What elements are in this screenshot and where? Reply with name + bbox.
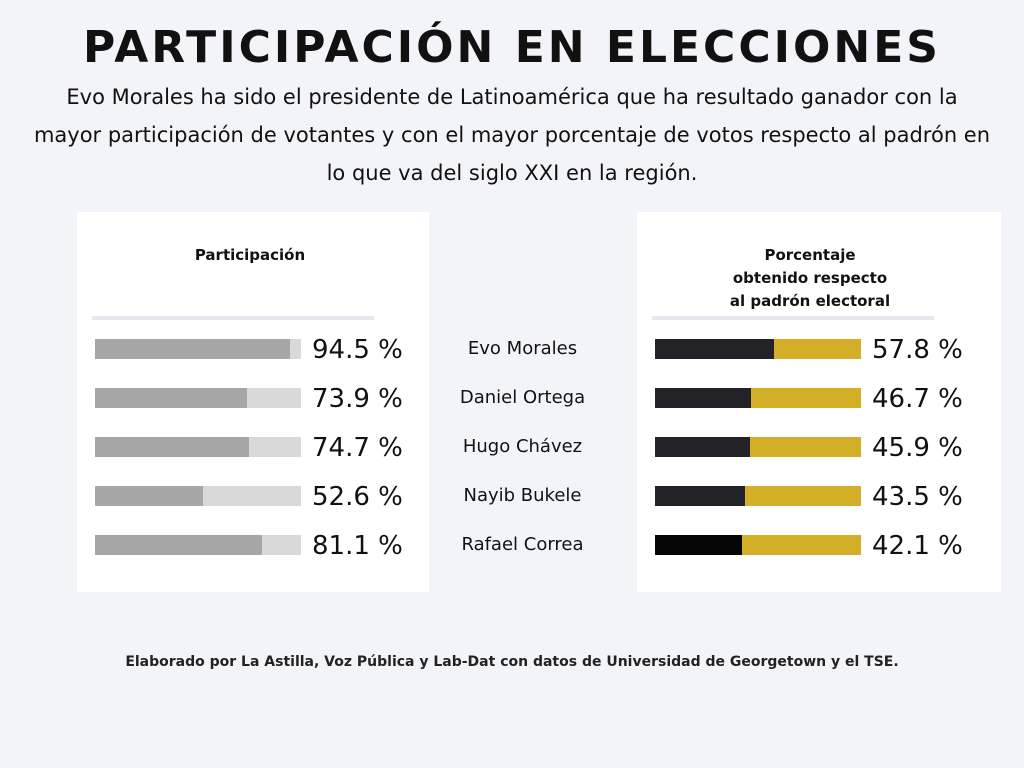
participation-value-label: 94.5 % — [312, 335, 403, 365]
participation-value-label: 74.7 % — [312, 433, 403, 463]
padron-bar-track — [655, 339, 861, 359]
candidate-label: Daniel Ortega — [459, 387, 586, 408]
participation-value-label: 52.6 % — [312, 482, 403, 512]
participation-bar — [95, 339, 290, 359]
participation-value-label: 81.1 % — [312, 531, 403, 561]
padron-value-label: 42.1 % — [872, 531, 963, 561]
candidate-label: Hugo Chávez — [462, 436, 583, 457]
padron-bar — [655, 486, 745, 506]
participation-bar-track — [95, 388, 301, 408]
padron-bar — [655, 535, 742, 555]
padron-bar-track — [655, 388, 861, 408]
padron-bar-track — [655, 535, 861, 555]
participation-bar-track — [95, 486, 301, 506]
participation-bar — [95, 486, 204, 506]
padron-title: Porcentaje obtenido respecto al padrón e… — [729, 246, 891, 310]
divider — [92, 316, 374, 320]
participation-panel: Participación 94.5 % 73.9 % 74.7 % 52.6 % 81… — [77, 212, 429, 592]
candidate-label: Evo Morales — [467, 338, 578, 359]
padron-bar — [655, 339, 775, 359]
participation-bar — [95, 437, 249, 457]
participation-bar — [95, 535, 263, 555]
participation-bar-track — [95, 437, 301, 457]
participation-bar — [95, 388, 248, 408]
candidate-label: Rafael Correa — [461, 534, 584, 555]
page-title: PARTICIPACIÓN EN ELECCIONES — [83, 22, 941, 73]
padron-bar-track — [655, 486, 861, 506]
padron-bar — [655, 437, 750, 457]
padron-value-label: 46.7 % — [872, 384, 963, 414]
subtitle: Evo Morales ha sido el presidente de Lat… — [33, 85, 991, 185]
padron-bar — [655, 388, 752, 408]
divider — [652, 316, 934, 320]
padron-bar-track — [655, 437, 861, 457]
padron-panel: Porcentaje obtenido respecto al padrón e… — [637, 212, 1001, 592]
participation-bar-track — [95, 339, 301, 359]
participation-title: Participación — [194, 246, 306, 264]
participation-value-label: 73.9 % — [312, 384, 403, 414]
participation-bar-track — [95, 535, 301, 555]
padron-value-label: 43.5 % — [872, 482, 963, 512]
source-note: Elaborado por La Astilla, Voz Pública y … — [125, 654, 899, 670]
padron-value-label: 45.9 % — [872, 433, 963, 463]
padron-value-label: 57.8 % — [872, 335, 963, 365]
candidate-label: Nayib Bukele — [463, 485, 582, 506]
